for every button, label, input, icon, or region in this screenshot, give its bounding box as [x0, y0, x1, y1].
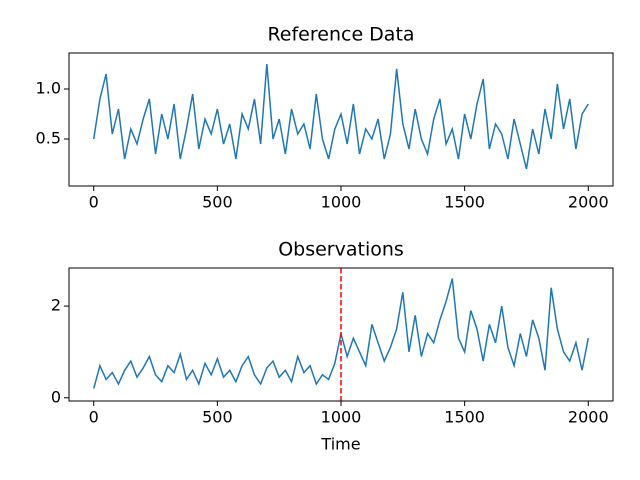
chart-title: Reference Data [267, 24, 414, 46]
x-tick-label: 1000 [321, 408, 362, 427]
chart-title: Observations [278, 239, 404, 261]
y-tick-label: 0.5 [36, 129, 61, 148]
x-axis-label: Time [320, 435, 360, 454]
x-tick-label: 1000 [321, 193, 362, 212]
axes-frame [68, 267, 614, 402]
x-tick-label: 2000 [568, 193, 609, 212]
y-tick-label: 1.0 [36, 79, 61, 98]
x-tick-label: 0 [89, 193, 99, 212]
axes-frame [68, 52, 614, 187]
x-tick-label: 1500 [444, 408, 485, 427]
x-tick-label: 2000 [568, 408, 609, 427]
data-line [92, 63, 589, 170]
y-tick-label: 0 [51, 387, 61, 406]
x-tick-label: 500 [202, 408, 233, 427]
y-tick-label: 2 [51, 296, 61, 315]
x-tick-label: 0 [89, 408, 99, 427]
x-tick-label: 1500 [444, 193, 485, 212]
x-tick-label: 500 [202, 193, 233, 212]
